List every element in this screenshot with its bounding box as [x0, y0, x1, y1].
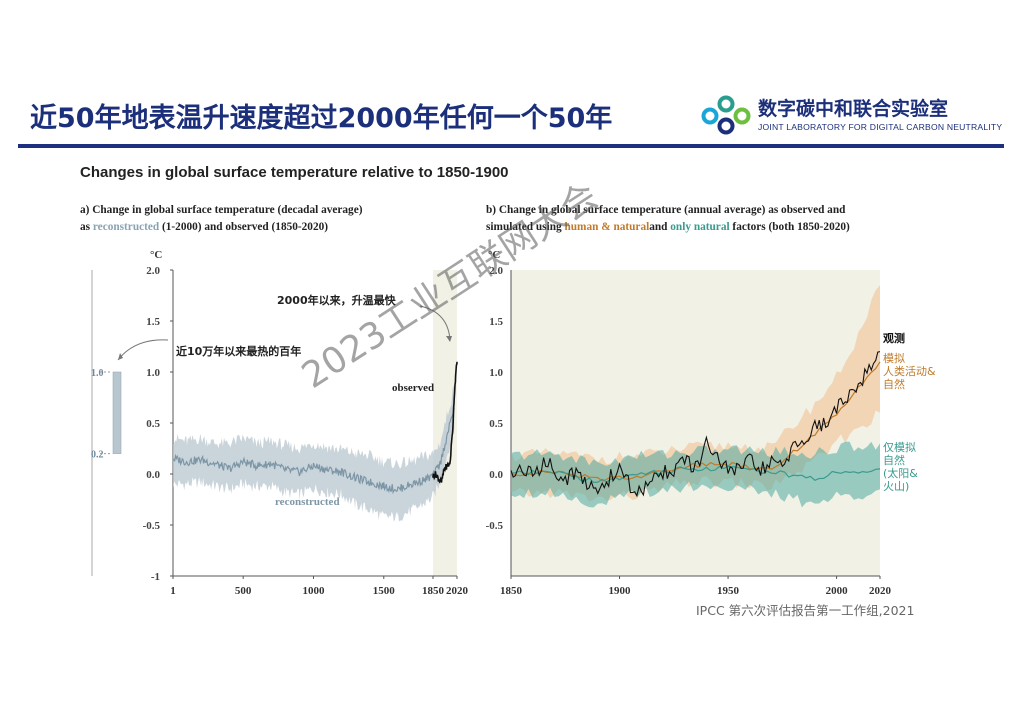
panel-a-y-tick-label: 1.0: [146, 367, 160, 379]
caption-text: as: [80, 221, 93, 233]
panel-b-natural-only-line: [510, 465, 881, 484]
panel-a-past-upper-label: 1.0: [91, 368, 104, 379]
panel-a-x-tick-label: 1: [170, 585, 176, 597]
panel-a-y-tick-label: 2.0: [146, 265, 160, 277]
lab-logo: 数字碳中和联合实验室 JOINT LABORATORY FOR DIGITAL …: [700, 92, 1003, 138]
panel-a-y-tick-label: -1: [151, 571, 160, 583]
panel-b-y-tick-label: 1.5: [489, 316, 503, 328]
caption-text: factors (both 1850-2020): [729, 221, 850, 233]
panel-b-human-natural-band: [511, 285, 880, 502]
panel-a-y-tick-label: 0.0: [146, 469, 160, 481]
panel-b-legend-human-natural: 人类活动&: [883, 364, 936, 378]
panel-b-legend-human-natural: 模拟: [883, 351, 905, 365]
panel-b-caption-line1: b) Change in global surface temperature …: [486, 204, 846, 216]
panel-b-x-tick-label: 1900: [609, 585, 632, 597]
panel-a-arrow-fastest: [419, 305, 451, 341]
carbon-neutral-logo-icon: [701, 95, 751, 135]
panel-b-y-label: °C: [488, 249, 500, 261]
panel-a-x-tick-label: 1000: [302, 585, 325, 597]
panel-a-past-range-bar: [112, 371, 122, 454]
panel-a-past-lower-label: 0.2: [91, 450, 104, 461]
panel-a-y-tick-label: 1.5: [146, 316, 160, 328]
slide-title: 近50年地表温升速度超过2000年任何一个50年: [30, 103, 613, 134]
panel-a-arrowhead-fastest: [446, 336, 452, 342]
source-citation: IPCC 第六次评估报告第一工作组,2021: [696, 603, 915, 618]
caption-text: and: [649, 221, 671, 233]
panel-b-legend-human-natural: 自然: [883, 377, 905, 391]
panel-a-x-tick-label: 2020: [446, 585, 469, 597]
panel-a-caption-line2: as reconstructed (1-2000) and observed (…: [80, 219, 362, 236]
panel-a-arrow-warmest: [117, 339, 169, 361]
panel-b-legend-natural-only: 仅模拟: [883, 440, 916, 454]
panel-a-y-tick-label: -0.5: [143, 520, 161, 532]
title-divider: [18, 144, 1004, 148]
panel-a-caption-line1: a) Change in global surface temperature …: [80, 204, 363, 216]
panel-b-natural-only-band: [511, 441, 880, 508]
panel-a-label-reconstructed: reconstructed: [275, 496, 340, 508]
panel-a-annotation-fastest: 2000年以来，升温最快: [277, 293, 397, 307]
panel-a-x-tick-label: 500: [235, 585, 252, 597]
panel-a-x-tick-label: 1500: [373, 585, 396, 597]
panel-a-reconstructed-line: [172, 407, 455, 495]
caption-text: (1-2000) and observed (1850-2020): [159, 221, 329, 233]
panel-a-label-observed: observed: [392, 382, 434, 394]
panel-b-y-tick-label: -0.5: [486, 520, 504, 532]
panel-b-y-tick-label: 1.0: [489, 367, 503, 379]
panel-b-y-tick-label: 2.0: [489, 265, 503, 277]
panel-b-x-tick-label: 1950: [717, 585, 740, 597]
panel-a-caption: a) Change in global surface temperature …: [80, 202, 362, 236]
lab-name: 数字碳中和联合实验室: [758, 98, 949, 120]
caption-natural-only: only natural: [670, 221, 730, 233]
panel-a-annotation-warmest: 近10万年以来最热的百年: [176, 344, 301, 358]
panel-a-observed-line: [432, 361, 458, 484]
panel-b-observed-line: [510, 351, 881, 498]
panel-b-legend-natural-only: (太阳&: [883, 467, 918, 480]
lab-subtitle: JOINT LABORATORY FOR DIGITAL CARBON NEUT…: [758, 122, 1003, 132]
figure-title: Changes in global surface temperature re…: [80, 164, 509, 181]
panel-b-y-tick-label: 0.0: [489, 469, 503, 481]
panel-b-legend-observed: 观测: [883, 331, 905, 345]
panel-a-arrowhead-warmest: [118, 353, 123, 360]
panel-a-y-label: °C: [150, 249, 162, 261]
caption-reconstructed: reconstructed: [92, 221, 160, 233]
panel-b-legend-natural-only: 火山): [883, 480, 909, 493]
panel-b-legend-natural-only: 自然: [883, 453, 905, 467]
panel-b-caption-line2: simulated using human & naturaland only …: [486, 219, 850, 236]
panel-b-x-tick-label: 2020: [869, 585, 892, 597]
panel-b-caption: b) Change in global surface temperature …: [486, 202, 850, 236]
caption-human-natural: human & natural: [564, 221, 650, 233]
caption-text: simulated using: [486, 221, 565, 233]
panel-a-x-tick-label: 1850: [422, 585, 445, 597]
panel-b-x-tick-label: 1850: [500, 585, 523, 597]
panel-a-y-tick-label: 0.5: [146, 418, 160, 430]
panel-b-x-tick-label: 2000: [826, 585, 849, 597]
panel-b-y-tick-label: 0.5: [489, 418, 503, 430]
